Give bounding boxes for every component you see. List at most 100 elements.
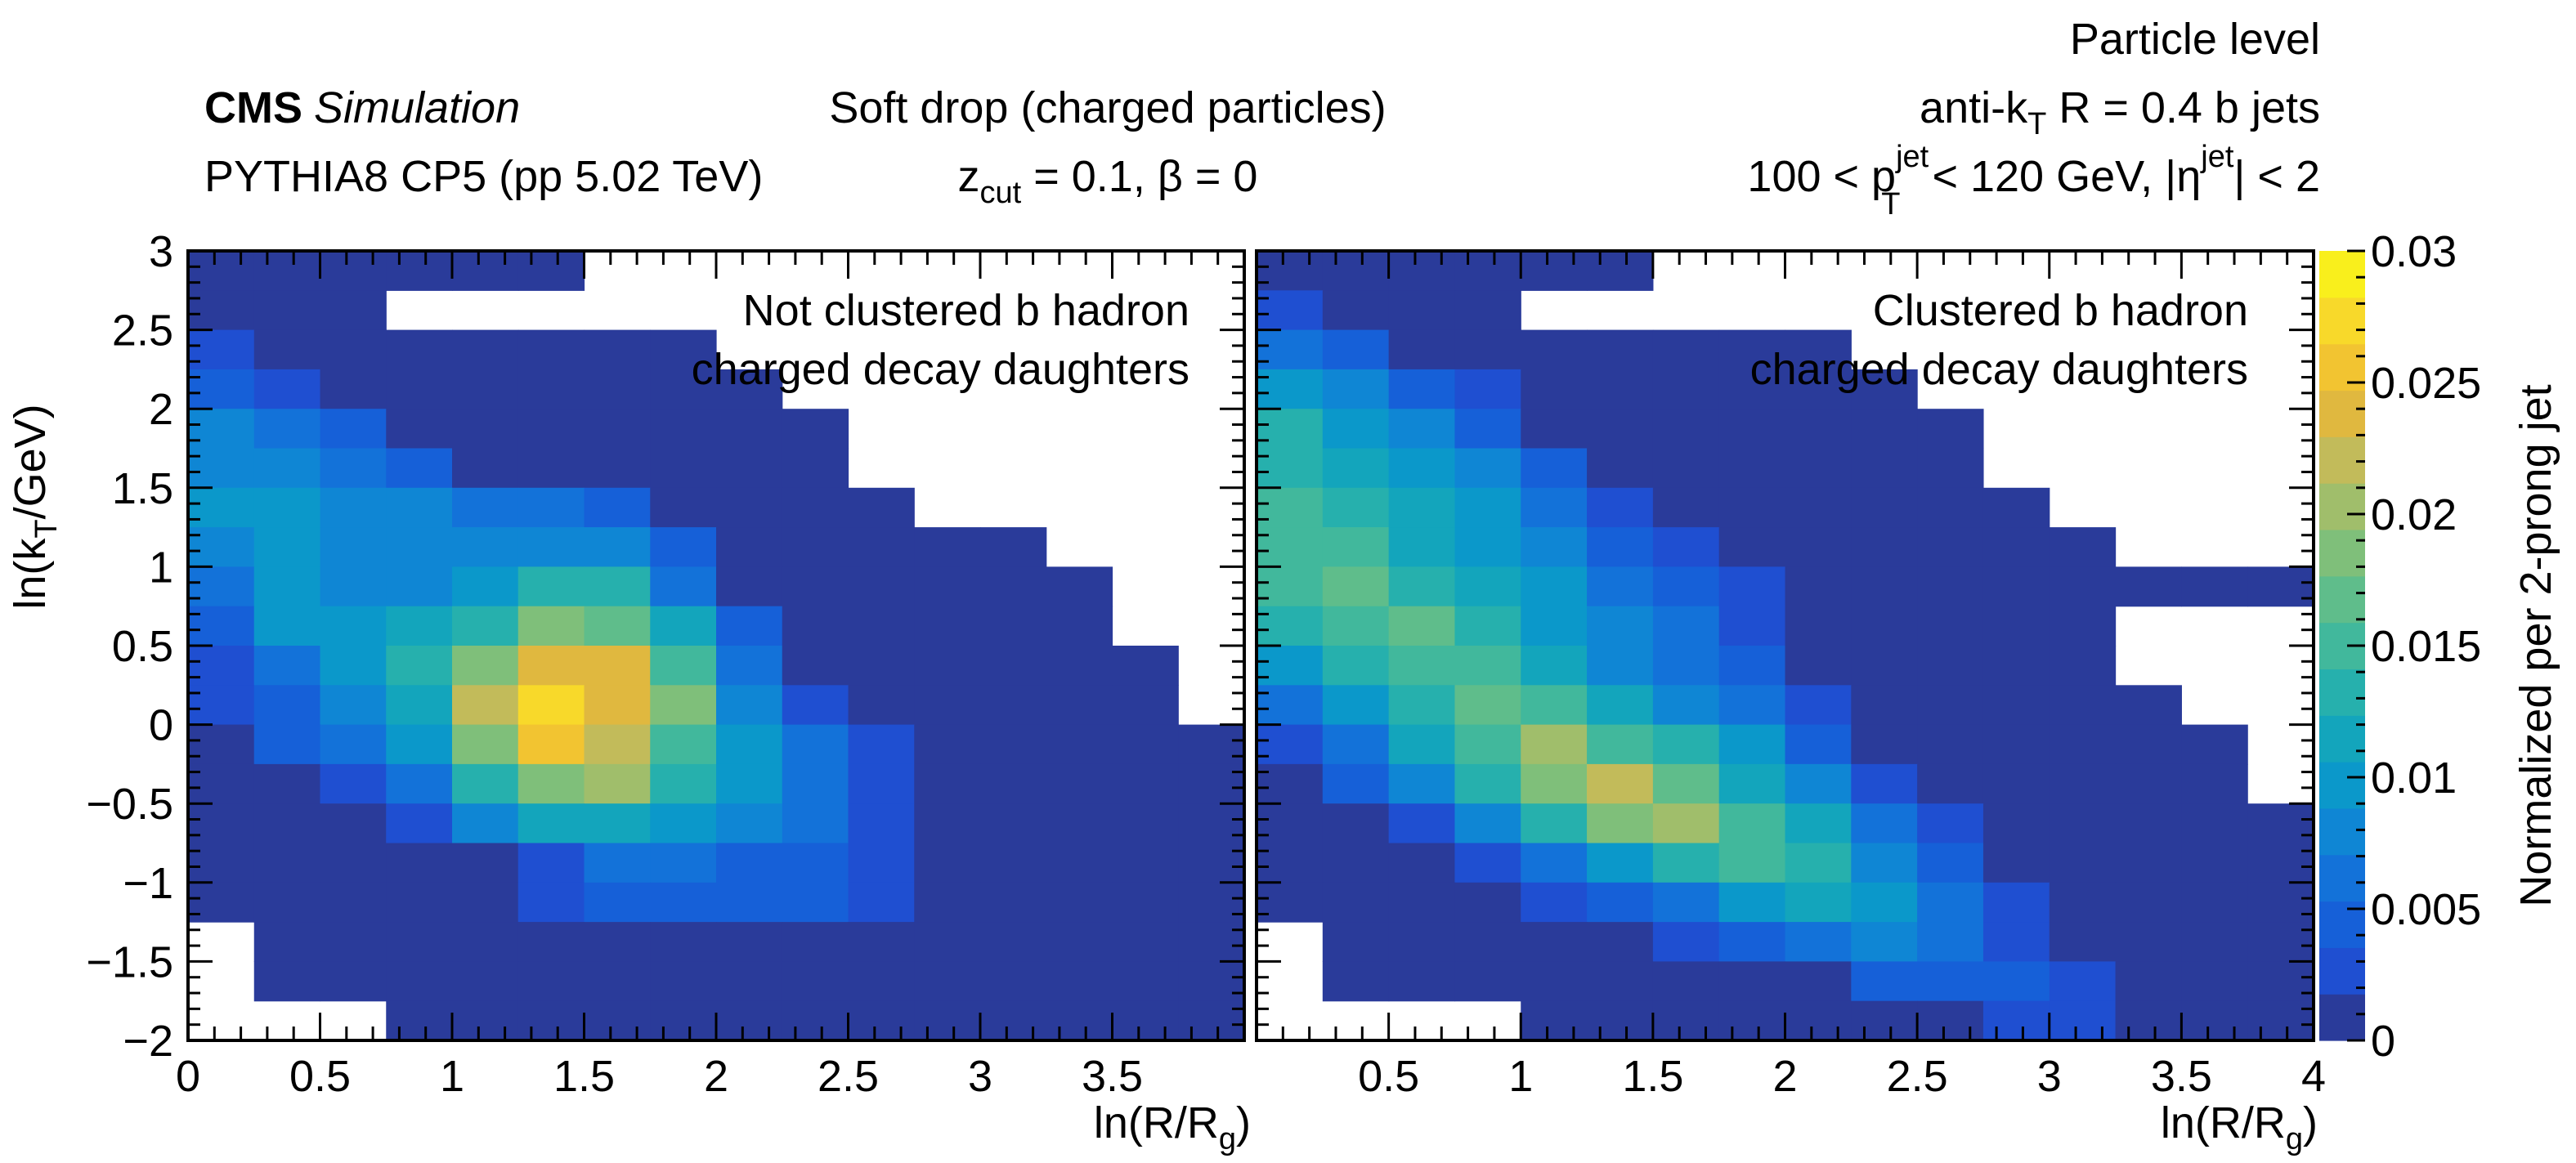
heatmap-cell bbox=[2181, 843, 2248, 883]
heatmap-cell bbox=[1112, 646, 1179, 686]
heatmap-cell bbox=[782, 646, 849, 686]
heatmap-cell bbox=[1718, 724, 1786, 765]
heatmap-cell bbox=[716, 646, 783, 686]
x-tick-label: 3.5 bbox=[2151, 1052, 2212, 1101]
heatmap-cell bbox=[386, 329, 453, 370]
heatmap-cell bbox=[1322, 882, 1390, 923]
heatmap-cell bbox=[1785, 1000, 1852, 1041]
heatmap-cell bbox=[320, 409, 387, 450]
heatmap-cell bbox=[1257, 290, 1324, 331]
heatmap-cell bbox=[1178, 961, 1245, 1002]
y-tick-label: −2 bbox=[123, 1017, 173, 1066]
heatmap-cell bbox=[650, 409, 717, 450]
heatmap-cell bbox=[320, 843, 387, 883]
heatmap-cell bbox=[980, 763, 1047, 804]
heatmap-cell bbox=[1257, 606, 1324, 646]
heatmap-cell bbox=[1652, 803, 1720, 844]
heatmap-cell bbox=[2049, 724, 2117, 765]
heatmap-cell bbox=[1388, 646, 1456, 686]
heatmap-cell bbox=[1785, 487, 1852, 528]
heatmap-cell bbox=[1046, 882, 1113, 923]
heatmap-cell bbox=[386, 566, 453, 607]
heatmap-cell bbox=[716, 1000, 783, 1041]
heatmap-cell bbox=[914, 685, 981, 726]
heatmap-cell bbox=[1046, 646, 1113, 686]
heatmap-cell bbox=[1454, 329, 1521, 370]
heatmap-cell bbox=[1388, 961, 1456, 1002]
heatmap-cell bbox=[320, 922, 387, 962]
heatmap-cell bbox=[1322, 961, 1390, 1002]
heatmap-cell bbox=[188, 369, 255, 409]
heatmap-cell bbox=[452, 724, 519, 765]
heatmap-cell bbox=[1257, 724, 1324, 765]
heatmap-cell bbox=[1718, 803, 1786, 844]
heatmap-cell bbox=[584, 646, 651, 686]
heatmap-cell bbox=[1652, 606, 1720, 646]
heatmap-cell bbox=[1917, 646, 1984, 686]
heatmap-cell bbox=[253, 606, 321, 646]
heatmap-cell bbox=[1652, 961, 1720, 1002]
heatmap-cell bbox=[1454, 922, 1521, 962]
heatmap-cell bbox=[1454, 369, 1521, 409]
heatmap-cell bbox=[1917, 448, 1984, 489]
heatmap-cell bbox=[1046, 724, 1113, 765]
x-tick-labels: 0 0.5 1 1.5 2 2.5 3 3.5 0.5 1 1.5 2 2.5 3 3.5 4 bbox=[176, 1052, 2326, 1101]
heatmap-cell bbox=[2049, 527, 2117, 567]
heatmap-cell bbox=[452, 566, 519, 607]
color-scale-step bbox=[2319, 529, 2365, 577]
heatmap-cell bbox=[188, 527, 255, 567]
heatmap-cell bbox=[253, 922, 321, 962]
heatmap-cell bbox=[1917, 922, 1984, 962]
x-tick-label: 2.5 bbox=[818, 1052, 879, 1101]
heatmap-cell bbox=[2115, 961, 2182, 1002]
heatmap-cell bbox=[1388, 922, 1456, 962]
heatmap-cell bbox=[848, 843, 915, 883]
y-tick-label: 1 bbox=[149, 543, 173, 592]
heatmap-cell bbox=[782, 803, 849, 844]
heatmap-cell bbox=[650, 566, 717, 607]
x-tick-label: 0 bbox=[176, 1052, 200, 1101]
heatmap-cell bbox=[1917, 409, 1984, 450]
heatmap-cell bbox=[1718, 685, 1786, 726]
heatmap-cell bbox=[1521, 409, 1588, 450]
heatmap-cell bbox=[1652, 685, 1720, 726]
heatmap-cell bbox=[2049, 763, 2117, 804]
heatmap-cell bbox=[782, 409, 849, 450]
heatmap-cell bbox=[1851, 448, 1918, 489]
heatmap-cell bbox=[716, 566, 783, 607]
heatmap-cell bbox=[1652, 724, 1720, 765]
heatmap-cell bbox=[914, 922, 981, 962]
heatmap-cell bbox=[1521, 685, 1588, 726]
heatmap-cell bbox=[1652, 369, 1720, 409]
panel-label-line2: charged decay daughters bbox=[1750, 345, 2248, 394]
heatmap-cell bbox=[188, 329, 255, 370]
heatmap-cell bbox=[253, 843, 321, 883]
heatmap-cell bbox=[716, 487, 783, 528]
heatmap-cell bbox=[980, 566, 1047, 607]
heatmap-cell bbox=[1851, 409, 1918, 450]
heatmap-cell bbox=[1112, 685, 1179, 726]
x-tick-label: 1 bbox=[440, 1052, 464, 1101]
panel-label-line1: Not clustered b hadron bbox=[743, 286, 1189, 335]
heatmap-cell bbox=[2247, 961, 2314, 1002]
heatmap-cell bbox=[1982, 527, 2050, 567]
heatmap-cell bbox=[188, 763, 255, 804]
heatmap-cell bbox=[1454, 882, 1521, 923]
heatmap-cell bbox=[980, 1000, 1047, 1041]
heatmap-cell bbox=[1851, 685, 1918, 726]
heatmap-cell bbox=[2049, 606, 2117, 646]
heatmap-cell bbox=[650, 685, 717, 726]
x-axis-label-right: ln(R/Rg) bbox=[2161, 1098, 2318, 1156]
heatmap-cell bbox=[1257, 803, 1324, 844]
heatmap-cell bbox=[1322, 369, 1390, 409]
y-axis-label: ln(kT/GeV) bbox=[6, 404, 64, 609]
heatmap-cell bbox=[1587, 527, 1654, 567]
heatmap-cell bbox=[2049, 843, 2117, 883]
heatmap-cell bbox=[1178, 843, 1245, 883]
generator-label: PYTHIA8 CP5 (pp 5.02 TeV) bbox=[204, 152, 763, 201]
heatmap-cell bbox=[2247, 566, 2314, 607]
color-scale-step bbox=[2319, 251, 2365, 298]
heatmap-cell bbox=[914, 724, 981, 765]
heatmap-cell bbox=[1521, 487, 1588, 528]
heatmap-cell bbox=[386, 843, 453, 883]
